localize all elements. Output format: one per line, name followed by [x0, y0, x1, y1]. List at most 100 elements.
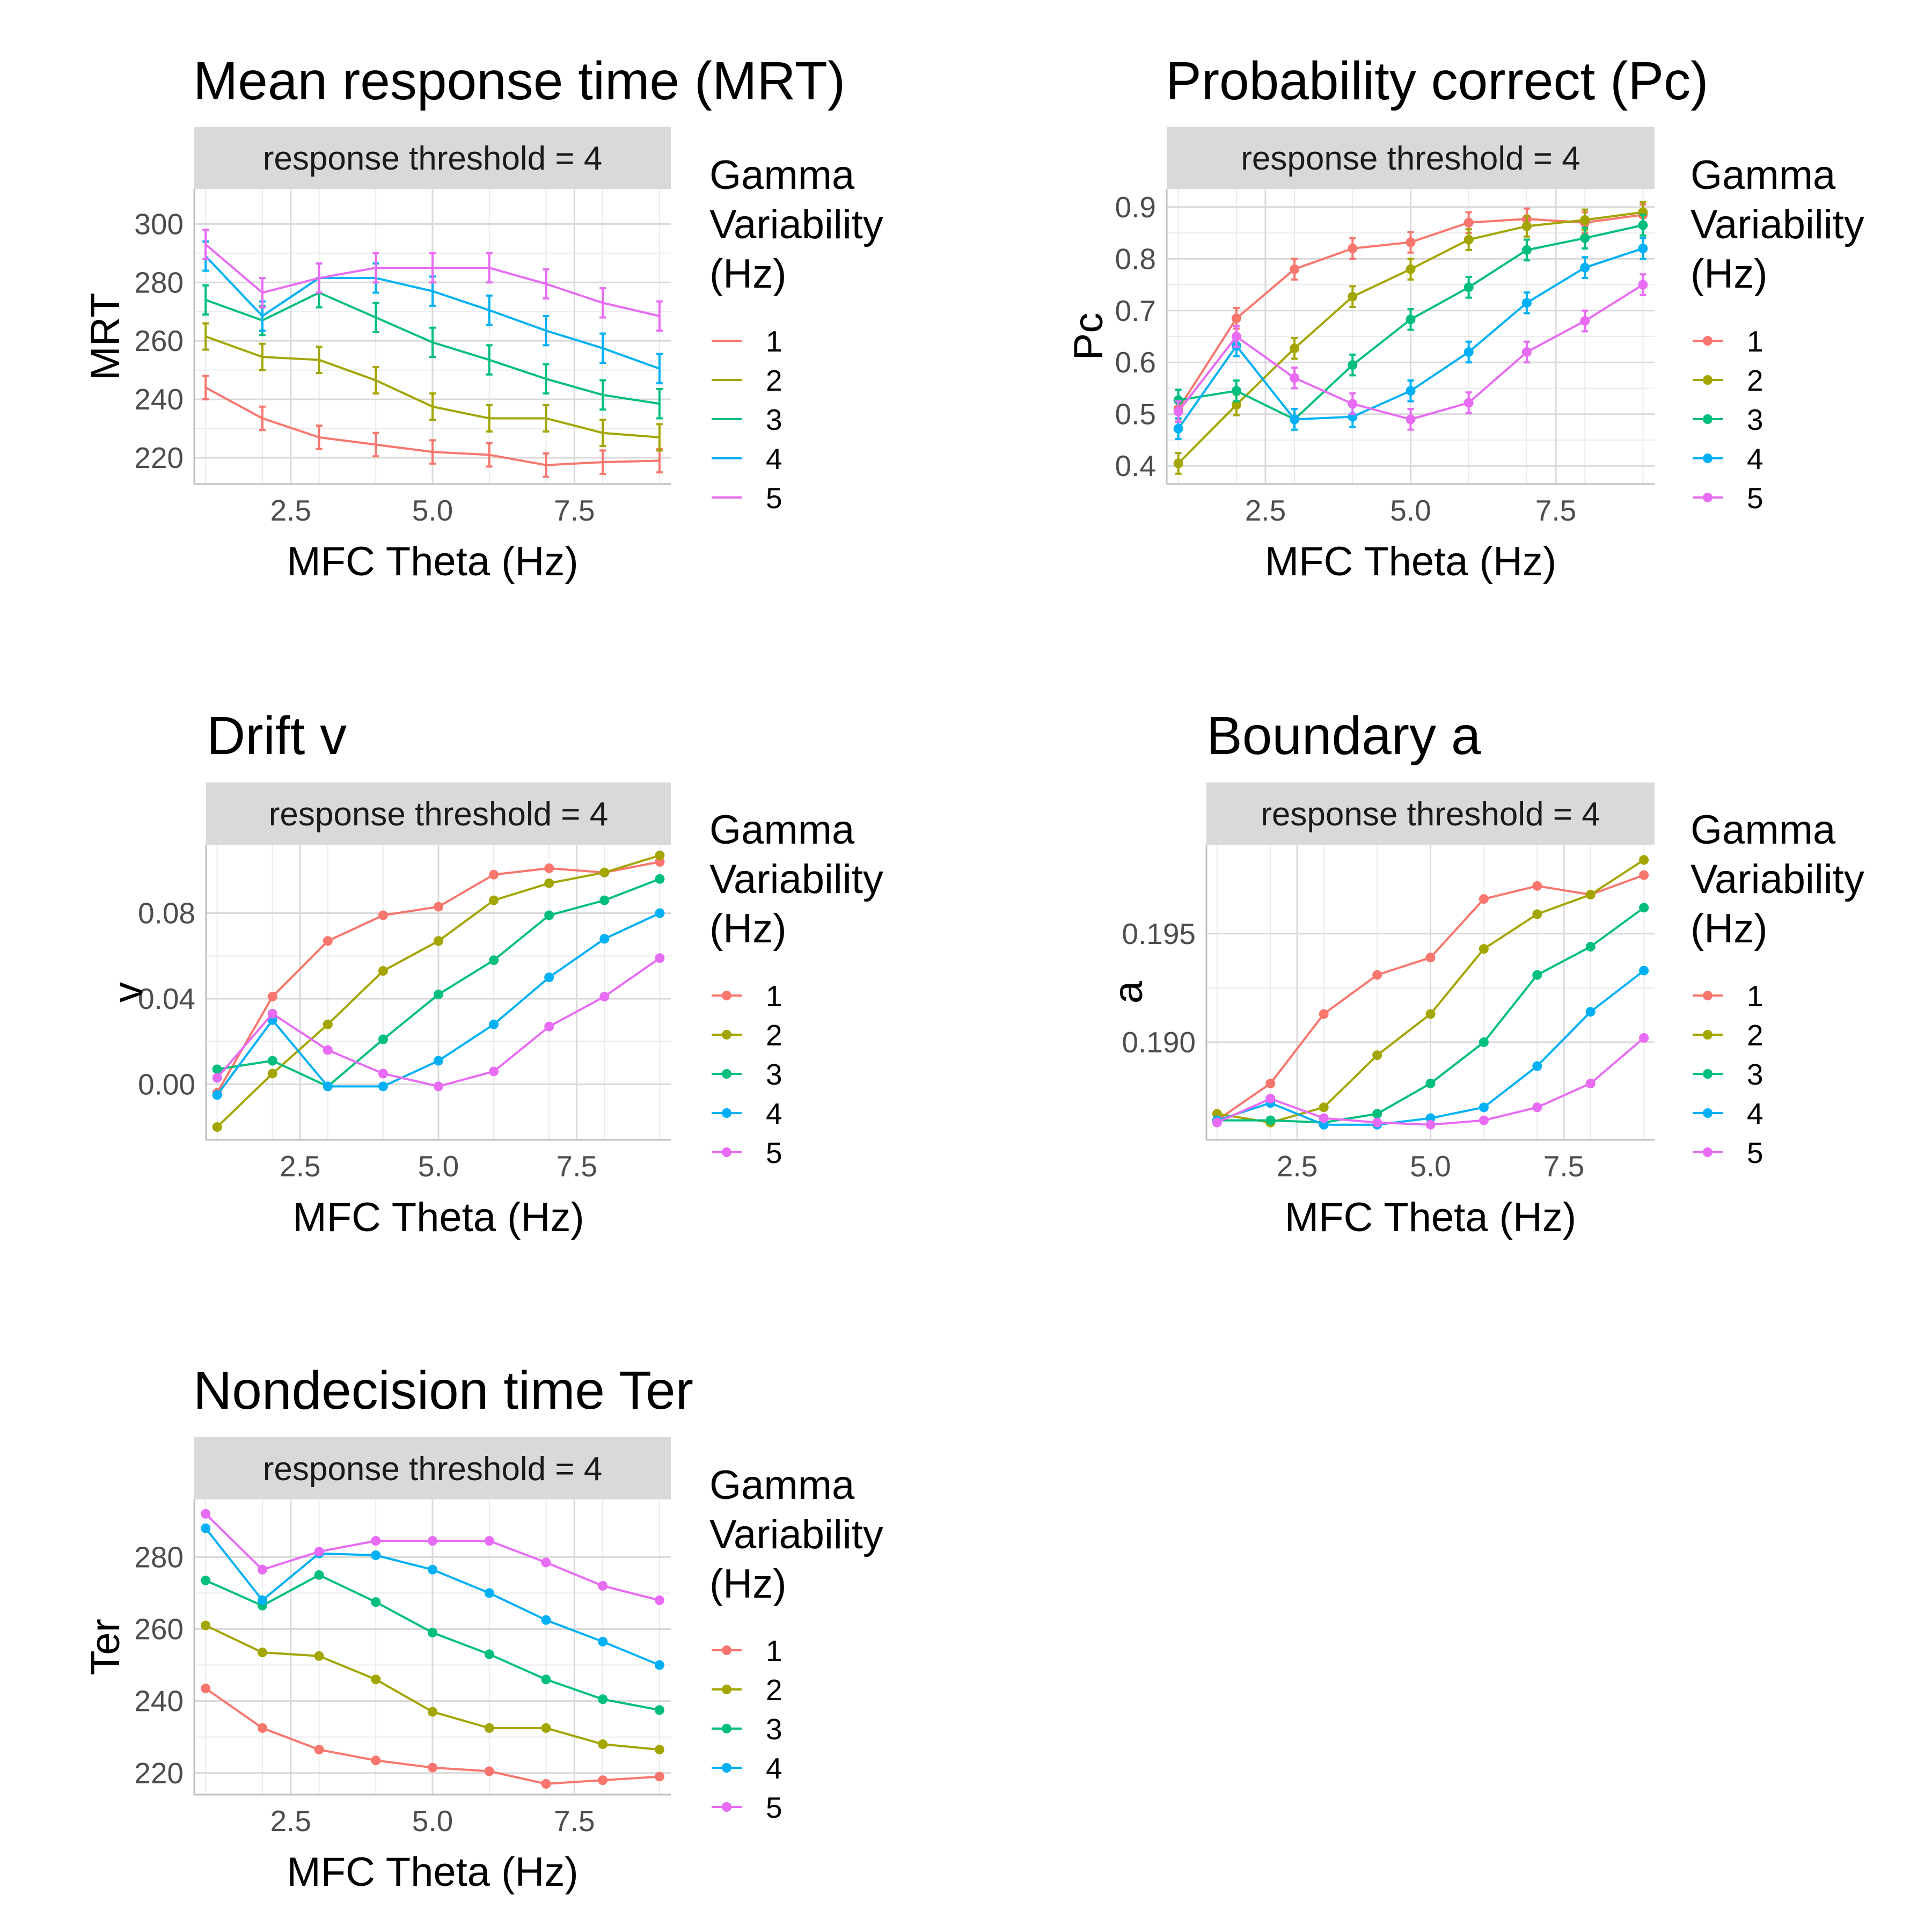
series-4	[1173, 237, 1648, 441]
legend-key-point	[722, 1147, 731, 1157]
y-tick-label: 300	[134, 207, 184, 240]
x-tick-label: 7.5	[554, 1804, 595, 1838]
data-point	[257, 1595, 267, 1605]
facet-strip	[194, 1437, 671, 1499]
data-point	[1173, 406, 1183, 416]
legend-item-label: 5	[1747, 481, 1763, 515]
series-5	[1212, 1033, 1649, 1130]
facet-strip-label: response threshold = 4	[269, 796, 608, 833]
legend-item-label: 1	[766, 979, 782, 1013]
y-tick-label: 280	[134, 266, 184, 299]
series-5	[212, 953, 665, 1092]
data-point	[654, 1595, 664, 1605]
data-point	[1479, 944, 1489, 954]
y-tick-label: 0.6	[1115, 346, 1156, 379]
chart-title: Mean response time (MRT)	[193, 51, 845, 111]
legend-title-line: (Hz)	[709, 1561, 787, 1607]
legend-key-point	[722, 1685, 731, 1694]
chart-panel: Boundary a response threshold = 4 2.5 5.0 7.…	[1106, 706, 1864, 1240]
legend-key-point	[1703, 453, 1713, 463]
data-point	[598, 1636, 608, 1646]
legend-key-point	[1703, 1147, 1713, 1157]
data-point	[484, 1536, 494, 1546]
series-2	[201, 1620, 664, 1755]
data-point	[212, 1064, 222, 1074]
data-point	[1463, 217, 1474, 228]
data-point	[378, 966, 388, 976]
series-2	[1212, 855, 1649, 1128]
data-point	[484, 1766, 494, 1776]
y-tick-label: 0.195	[1122, 917, 1196, 950]
legend-item-label: 4	[766, 442, 782, 475]
legend-title-line: (Hz)	[1690, 906, 1768, 952]
data-point	[434, 936, 443, 946]
data-point	[655, 850, 665, 860]
data-point	[371, 1550, 381, 1560]
data-point	[1372, 1109, 1382, 1119]
data-point	[314, 1547, 324, 1557]
y-tick-label: 0.08	[138, 897, 195, 930]
data-point	[484, 1588, 494, 1598]
data-point	[1521, 347, 1532, 357]
legend-title-line: (Hz)	[709, 906, 787, 952]
data-point	[1638, 243, 1648, 253]
legend-key-point	[722, 1645, 731, 1655]
y-tick-label: 0.9	[1115, 191, 1156, 224]
data-point	[598, 1739, 608, 1750]
data-point	[1290, 373, 1300, 383]
legend-item-label: 4	[766, 1097, 782, 1130]
data-point	[1372, 1050, 1382, 1060]
legend-item-label: 4	[1747, 442, 1763, 475]
legend-item-label: 2	[1747, 1019, 1763, 1052]
y-tick-label: 0.00	[138, 1067, 195, 1101]
data-point	[1532, 909, 1542, 919]
data-point	[1290, 343, 1300, 354]
data-point	[1521, 245, 1532, 255]
data-point	[267, 1056, 277, 1066]
data-point	[428, 1628, 437, 1638]
legend-item-label: 3	[766, 1058, 782, 1091]
data-point	[1580, 262, 1590, 273]
data-point	[1532, 1061, 1542, 1071]
x-axis-title: MFC Theta (Hz)	[287, 1849, 578, 1895]
facet-strip-label: response threshold = 4	[1261, 796, 1600, 833]
legend-item-label: 2	[1747, 364, 1763, 397]
data-point	[1425, 1078, 1436, 1088]
data-point	[371, 1755, 381, 1766]
facet-strip	[1206, 782, 1655, 845]
chart-title: Boundary a	[1206, 706, 1481, 766]
data-point	[323, 936, 333, 946]
data-point	[1425, 1119, 1436, 1130]
legend-title-line: Variability	[709, 857, 883, 902]
x-tick-label: 7.5	[1535, 494, 1576, 527]
series-4	[201, 1523, 664, 1670]
data-point	[212, 1122, 222, 1132]
legend-item-label: 2	[766, 364, 782, 397]
data-point	[544, 910, 554, 920]
data-point	[489, 955, 499, 965]
facet-strip-label: response threshold = 4	[263, 140, 602, 177]
x-tick-label: 2.5	[1277, 1150, 1318, 1183]
data-point	[541, 1779, 551, 1789]
data-point	[1580, 233, 1590, 243]
data-point	[599, 895, 610, 905]
series-1	[202, 375, 663, 478]
data-point	[1348, 291, 1358, 302]
y-axis-title: Ter	[83, 1619, 128, 1675]
data-point	[434, 1056, 443, 1066]
data-point	[323, 1045, 333, 1055]
data-point	[201, 1509, 211, 1519]
legend-key-point	[722, 1108, 731, 1118]
data-point	[1463, 398, 1474, 408]
data-point	[1639, 965, 1649, 976]
data-point	[1425, 953, 1436, 963]
data-point	[1212, 1117, 1222, 1128]
data-point	[654, 1705, 664, 1715]
legend-title-line: Variability	[1690, 857, 1864, 902]
series-2	[212, 850, 665, 1132]
legend-title-line: Gamma	[709, 1462, 855, 1508]
x-tick-label: 2.5	[270, 1804, 311, 1838]
data-point	[1319, 1102, 1329, 1113]
